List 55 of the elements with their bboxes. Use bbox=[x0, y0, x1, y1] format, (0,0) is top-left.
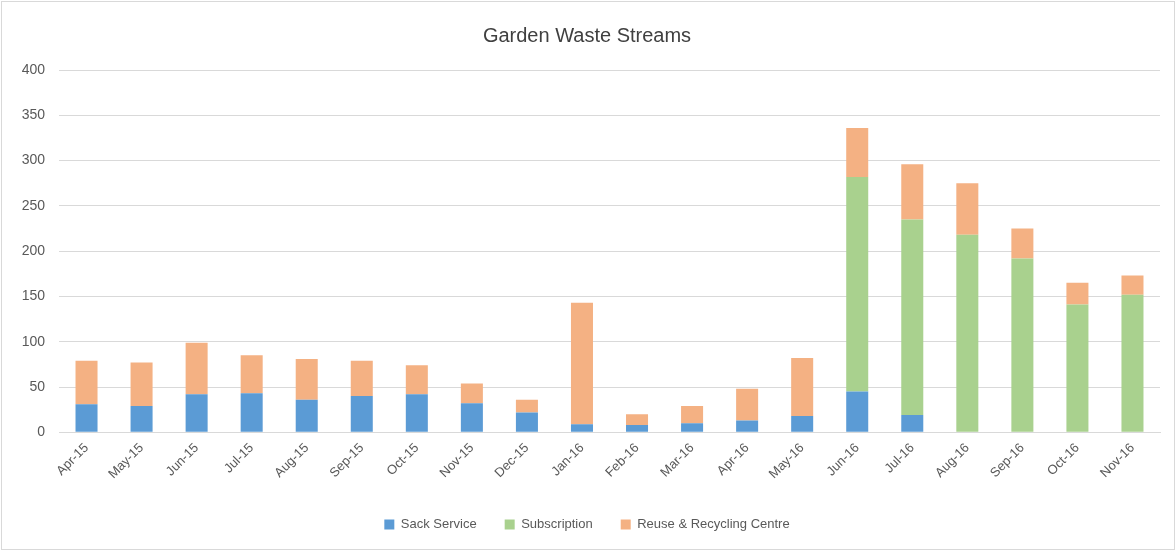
bar bbox=[846, 127, 869, 177]
bar bbox=[350, 396, 373, 432]
y-tick-label: 250 bbox=[21, 196, 46, 213]
bar bbox=[405, 365, 428, 395]
bar bbox=[846, 176, 869, 392]
bar bbox=[460, 403, 483, 432]
bar bbox=[350, 360, 373, 397]
bar bbox=[736, 420, 759, 432]
bar bbox=[681, 423, 704, 432]
bar bbox=[956, 234, 979, 432]
bar bbox=[1011, 258, 1034, 432]
bar bbox=[130, 406, 153, 432]
bar bbox=[295, 399, 318, 432]
y-tick-label: 350 bbox=[21, 106, 46, 123]
bar bbox=[405, 394, 428, 432]
bar bbox=[75, 404, 98, 432]
bar bbox=[681, 406, 704, 424]
bar bbox=[791, 358, 814, 417]
bar bbox=[460, 383, 483, 404]
bar bbox=[901, 415, 924, 432]
y-tick-label: 100 bbox=[21, 332, 46, 349]
legend-label: Subscription bbox=[521, 516, 593, 532]
bar bbox=[1011, 228, 1034, 259]
bar bbox=[570, 424, 593, 432]
bar bbox=[901, 164, 924, 220]
bar bbox=[130, 362, 153, 407]
bar bbox=[515, 399, 538, 413]
y-tick-label: 50 bbox=[29, 377, 46, 394]
bar bbox=[1121, 275, 1144, 295]
bar bbox=[570, 302, 593, 425]
bar bbox=[626, 414, 649, 426]
chart-title: Garden Waste Streams bbox=[482, 23, 692, 46]
y-tick-label: 200 bbox=[21, 242, 46, 259]
bar bbox=[1121, 294, 1144, 432]
legend-label: Sack Service bbox=[400, 516, 477, 532]
y-tick-label: 150 bbox=[21, 287, 46, 304]
bar bbox=[515, 412, 538, 432]
bar bbox=[295, 358, 318, 400]
bar bbox=[185, 394, 208, 432]
y-tick-label: 400 bbox=[21, 60, 46, 77]
bar bbox=[626, 425, 649, 432]
bar bbox=[240, 393, 263, 432]
y-tick-label: 300 bbox=[21, 151, 46, 168]
bar bbox=[240, 355, 263, 394]
bar bbox=[791, 416, 814, 432]
legend-label: Reuse & Recycling Centre bbox=[637, 516, 790, 532]
bar bbox=[956, 183, 979, 235]
bar bbox=[185, 342, 208, 395]
bar bbox=[736, 388, 759, 421]
bar bbox=[846, 391, 869, 432]
bar bbox=[901, 219, 924, 416]
bar bbox=[1066, 304, 1089, 432]
bar bbox=[75, 360, 98, 405]
bar bbox=[1066, 282, 1089, 305]
y-tick-label: 0 bbox=[37, 423, 46, 440]
